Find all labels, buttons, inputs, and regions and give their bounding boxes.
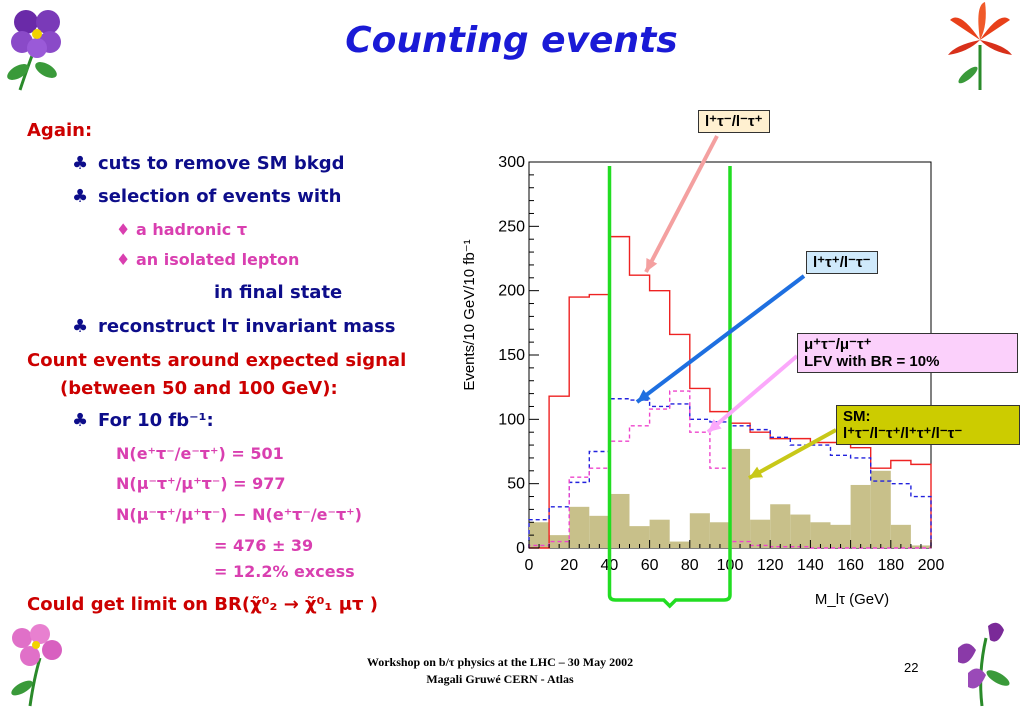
y-tick-label: 100 <box>498 411 525 428</box>
x-tick-label: 200 <box>918 557 945 574</box>
sm-bar <box>709 522 730 548</box>
legend-lfv-line1: μ⁺τ⁻/μ⁻τ⁺ <box>804 336 872 353</box>
diamond-icon: ♦ <box>116 220 131 239</box>
club-icon: ♣ <box>72 186 89 207</box>
result-difference: = 476 ± 39 <box>214 536 314 555</box>
sm-bar <box>810 522 831 548</box>
club-icon: ♣ <box>72 316 89 337</box>
red-lily-icon <box>948 2 1012 90</box>
sm-bar <box>689 513 710 548</box>
x-tick-label: 180 <box>877 557 904 574</box>
pink-flower-icon <box>11 624 62 707</box>
page-number: 22 <box>904 660 919 675</box>
again-label: Again: <box>27 120 93 141</box>
x-tick-label: 20 <box>560 557 578 574</box>
count-line-2: (between 50 and 100 GeV): <box>60 378 338 399</box>
y-tick-label: 300 <box>498 154 525 171</box>
arrow-sm <box>748 428 837 480</box>
legend-lfv-line2: LFV with BR = 10% <box>804 353 940 370</box>
signal-window-bracket <box>607 166 732 609</box>
sm-bar <box>870 470 891 548</box>
bullet-luminosity: ♣ For 10 fb⁻¹: <box>72 410 214 431</box>
x-tick-label: 80 <box>681 557 699 574</box>
sub-bullet-hadronic: ♦ a hadronic τ <box>116 220 247 239</box>
x-tick-label: 120 <box>757 557 784 574</box>
sm-bar <box>609 493 630 548</box>
sm-bar <box>770 504 791 548</box>
y-tick-label: 200 <box>498 283 525 300</box>
legend-opposite-sign: l⁺τ⁻/l⁻τ⁺ <box>698 110 770 133</box>
legend-sm-line1: SM: <box>843 408 871 425</box>
result-excess: = 12.2% excess <box>214 562 355 581</box>
sm-bar <box>790 514 811 548</box>
arrow-lfv <box>706 354 799 434</box>
x-axis-label: M_lτ (GeV) <box>815 591 889 608</box>
final-state-text: in final state <box>214 282 343 303</box>
bullet-luminosity-text: For 10 fb⁻¹: <box>98 410 214 431</box>
sm-bar <box>569 506 590 548</box>
sm-bar <box>850 484 871 548</box>
sm-bar <box>890 524 911 548</box>
sm-bar <box>830 524 851 548</box>
x-tick-label: 60 <box>641 557 659 574</box>
y-tick-label: 50 <box>507 476 525 493</box>
count-muon: N(μ⁻τ⁺/μ⁺τ⁻) = 977 <box>116 474 286 493</box>
bullet-reconstruct: ♣ reconstruct lτ invariant mass <box>72 316 395 337</box>
page-title: Counting events <box>345 20 678 61</box>
sub-bullet-hadronic-text: a hadronic τ <box>136 220 248 239</box>
y-axis-label: Events/10 GeV/10 fb⁻¹ <box>461 239 478 390</box>
histogram-magenta <box>528 390 931 549</box>
sub-bullet-lepton: ♦ an isolated lepton <box>116 250 299 269</box>
count-line-1: Count events around expected signal <box>27 350 407 371</box>
y-tick-label: 250 <box>498 218 525 235</box>
bullet-selection: ♣ selection of events with <box>72 186 341 207</box>
arrow-lfv-head <box>708 419 722 432</box>
y-tick-label: 150 <box>498 347 525 364</box>
diamond-icon: ♦ <box>116 250 131 269</box>
legend-sm-line2: l⁺τ⁻/l⁻τ⁺/l⁺τ⁺/l⁻τ⁻ <box>843 425 963 442</box>
legend-sm: SM: l⁺τ⁻/l⁻τ⁺/l⁺τ⁺/l⁻τ⁻ <box>836 405 1020 445</box>
arrow-same-sign-head <box>637 389 651 402</box>
club-icon: ♣ <box>72 410 89 431</box>
legend-same-sign: l⁺τ⁺/l⁻τ⁻ <box>806 251 878 274</box>
arrow-opposite-sign <box>644 135 719 273</box>
footer-workshop: Workshop on b/τ physics at the LHC – 30 … <box>366 655 634 669</box>
purple-bellflower-icon <box>958 622 1010 707</box>
violet-flower-icon <box>7 10 61 91</box>
bullet-cuts-text: cuts to remove SM bkgd <box>98 153 345 174</box>
x-tick-label: 160 <box>837 557 864 574</box>
footer-author: Magali Gruwé CERN - Atlas <box>426 672 574 686</box>
sm-bar <box>649 519 670 548</box>
bullet-cuts: ♣ cuts to remove SM bkgd <box>72 153 345 174</box>
sm-bar <box>529 522 550 548</box>
count-electron: N(e⁺τ⁻/e⁻τ⁺) = 501 <box>116 444 284 463</box>
sm-bar <box>750 519 771 548</box>
sm-bar <box>589 515 610 548</box>
legend-lfv: μ⁺τ⁻/μ⁻τ⁺ LFV with BR = 10% <box>797 333 1018 373</box>
sm-bar <box>730 448 751 548</box>
sub-bullet-lepton-text: an isolated lepton <box>136 250 300 269</box>
sm-bar <box>629 526 650 548</box>
limit-text: Could get limit on BR(χ̃⁰₂ → χ̃⁰₁ μτ ) <box>27 594 378 615</box>
club-icon: ♣ <box>72 153 89 174</box>
x-tick-label: 140 <box>797 557 824 574</box>
arrow-sm-head <box>749 466 763 478</box>
footer: Workshop on b/τ physics at the LHC – 30 … <box>250 654 750 688</box>
x-tick-label: 0 <box>525 557 534 574</box>
count-difference: N(μ⁻τ⁺/μ⁺τ⁻) − N(e⁺τ⁻/e⁻τ⁺) <box>116 505 362 524</box>
arrow-opposite-sign-head <box>646 258 658 272</box>
bullet-selection-text: selection of events with <box>98 186 342 207</box>
arrow-same-sign <box>635 274 806 404</box>
y-tick-label: 0 <box>516 540 525 557</box>
bullet-reconstruct-text: reconstruct lτ invariant mass <box>98 316 396 337</box>
